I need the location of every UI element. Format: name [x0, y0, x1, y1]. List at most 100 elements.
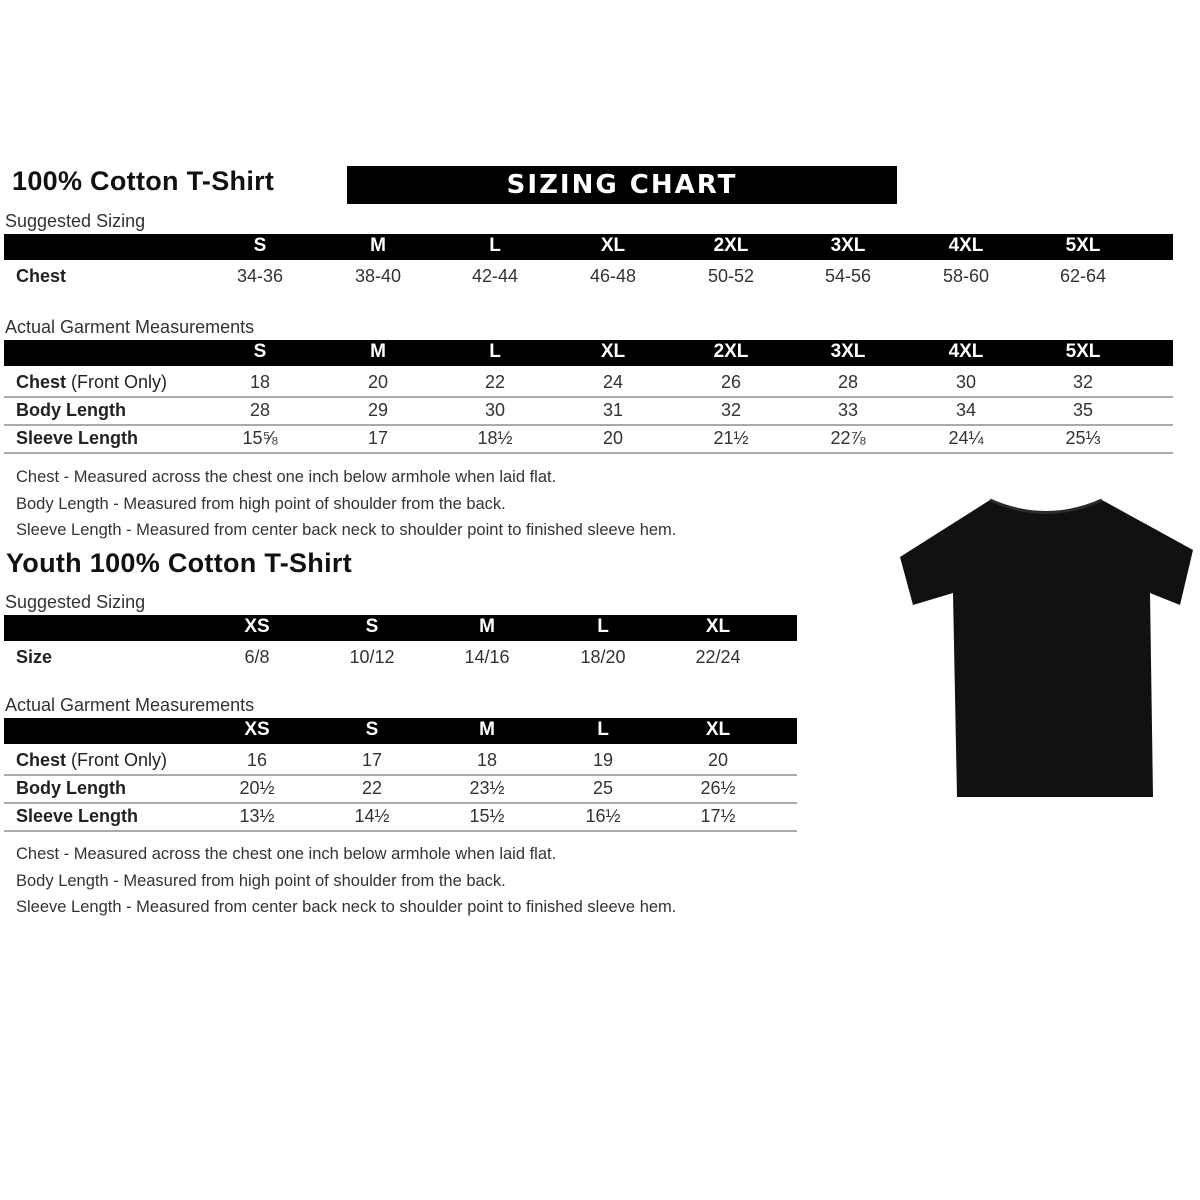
row-label-text: Sleeve Length [16, 806, 139, 826]
cell-value: 24¼ [948, 428, 984, 448]
size-header-m: M [479, 616, 495, 637]
table-row: Body Length 20½ 22 23½ 25 26½ [4, 774, 797, 804]
cell-value: 62-64 [1059, 266, 1107, 286]
size-header-2xl: 2XL [713, 341, 749, 362]
size-header-xl: XL [600, 235, 626, 256]
note-line: Sleeve Length - Measured from center bac… [16, 898, 677, 916]
row-label-text: Sleeve Length [16, 428, 139, 448]
adult-actual-table: S M L XL 2XL 3XL 4XL 5XL Chest (Front Only) 18 20 2… [4, 340, 1173, 454]
size-header-m: M [370, 235, 386, 256]
size-header-l: L [489, 235, 501, 256]
sizing-chart-banner: SIZING CHART [347, 166, 897, 204]
cell-value: 18 [249, 372, 271, 392]
youth-notes: Chest - Measured across the chest one in… [16, 841, 676, 921]
row-label-text: Chest [16, 750, 67, 770]
size-header-3xl: 3XL [830, 235, 866, 256]
cell-value: 33 [837, 400, 859, 420]
cell-value: 25⅓ [1065, 428, 1101, 448]
cell-value: 17 [367, 428, 389, 448]
youth-actual-label: Actual Garment Measurements [5, 695, 255, 715]
table-row: Sleeve Length 13½ 14½ 15½ 16½ 17½ [4, 802, 797, 832]
size-header-s: S [365, 616, 379, 637]
adult-suggested-label: Suggested Sizing [5, 211, 146, 231]
size-header-xl: XL [600, 341, 626, 362]
row-label-text: Chest [16, 372, 67, 392]
youth-title: Youth 100% Cotton T-Shirt [6, 548, 352, 578]
size-header-s: S [253, 341, 267, 362]
size-header-row: S M L XL 2XL 3XL 4XL 5XL [4, 340, 1173, 366]
size-header-s: S [253, 235, 267, 256]
cell-value: 26 [720, 372, 742, 392]
note-line: Body Length - Measured from high point o… [16, 494, 506, 513]
table-row: Chest (Front Only) 18 20 22 24 26 28 30 32 [4, 368, 1173, 398]
cell-value: 22/24 [695, 647, 741, 667]
size-header-l: L [597, 616, 609, 637]
note-line: Chest - Measured across the chest one in… [16, 468, 557, 486]
cell-value: 46-48 [589, 266, 637, 286]
row-label: Body Length [16, 400, 126, 421]
table-row: Chest 34-36 38-40 42-44 46-48 50-52 54-56 58-60… [4, 262, 1173, 290]
youth-actual-table: XS S M L XL Chest (Front Only) 16 17 18 19 20 Body … [4, 718, 797, 832]
cell-value: 18½ [477, 428, 513, 448]
note-line: Body Length - Measured from high point o… [16, 871, 506, 890]
cell-value: 38-40 [354, 266, 402, 286]
cell-value: 31 [602, 400, 624, 420]
cell-value: 34-36 [236, 266, 284, 286]
cell-value: 58-60 [942, 266, 990, 286]
adult-notes: Chest - Measured across the chest one in… [16, 464, 676, 544]
cell-value: 22 [361, 778, 383, 798]
cell-value: 16½ [585, 806, 621, 826]
table-row: Chest (Front Only) 16 17 18 19 20 [4, 746, 797, 776]
cell-value: 10/12 [349, 647, 395, 667]
size-header-xs: XS [244, 719, 270, 740]
cell-value: 35 [1072, 400, 1094, 420]
cell-value: 15⅝ [242, 428, 278, 448]
cell-value: 20 [602, 428, 624, 448]
cell-value: 18/20 [580, 647, 626, 667]
cell-value: 22⅞ [830, 428, 866, 448]
row-label-text: Chest [16, 266, 67, 286]
youth-suggested-label: Suggested Sizing [5, 592, 146, 612]
row-label: Chest [16, 266, 66, 287]
note-line: Sleeve Length - Measured from center bac… [16, 521, 677, 539]
size-header-s: S [365, 719, 379, 740]
size-header-l: L [489, 341, 501, 362]
size-header-xl: XL [705, 616, 731, 637]
cell-value: 30 [955, 372, 977, 392]
row-label: Sleeve Length [16, 428, 138, 449]
row-label: Body Length [16, 778, 126, 799]
table-row: Sleeve Length 15⅝ 17 18½ 20 21½ 22⅞ 24¼ 25⅓ [4, 424, 1173, 454]
cell-value: 17½ [700, 806, 736, 826]
cell-value: 28 [837, 372, 859, 392]
tshirt-icon [900, 498, 1193, 797]
cell-value: 21½ [713, 428, 749, 448]
size-header-2xl: 2XL [713, 235, 749, 256]
size-header-4xl: 4XL [948, 341, 984, 362]
youth-suggested-table: XS S M L XL Size 6/8 10/12 14/16 18/20 22/24 [4, 615, 797, 675]
cell-value: 54-56 [824, 266, 872, 286]
size-header-row: XS S M L XL [4, 718, 797, 744]
cell-value: 20 [707, 750, 729, 770]
size-header-5xl: 5XL [1065, 341, 1101, 362]
size-header-l: L [597, 719, 609, 740]
cell-value: 29 [367, 400, 389, 420]
cell-value: 20½ [239, 778, 275, 798]
adult-suggested-table: S M L XL 2XL 3XL 4XL 5XL Chest 34-36 38-40 42-44 46-… [4, 234, 1173, 294]
cell-value: 32 [1072, 372, 1094, 392]
row-label: Size [16, 647, 52, 668]
cell-value: 28 [249, 400, 271, 420]
cell-value: 32 [720, 400, 742, 420]
size-header-row: S M L XL 2XL 3XL 4XL 5XL [4, 234, 1173, 260]
cell-value: 34 [955, 400, 977, 420]
table-row: Body Length 28 29 30 31 32 33 34 35 [4, 396, 1173, 426]
row-label-text: Size [16, 647, 53, 667]
size-header-5xl: 5XL [1065, 235, 1101, 256]
adult-actual-label: Actual Garment Measurements [5, 317, 255, 337]
cell-value: 23½ [469, 778, 505, 798]
cell-value: 42-44 [471, 266, 519, 286]
row-label: Sleeve Length [16, 806, 138, 827]
cell-value: 18 [476, 750, 498, 770]
size-header-4xl: 4XL [948, 235, 984, 256]
cell-value: 13½ [239, 806, 275, 826]
